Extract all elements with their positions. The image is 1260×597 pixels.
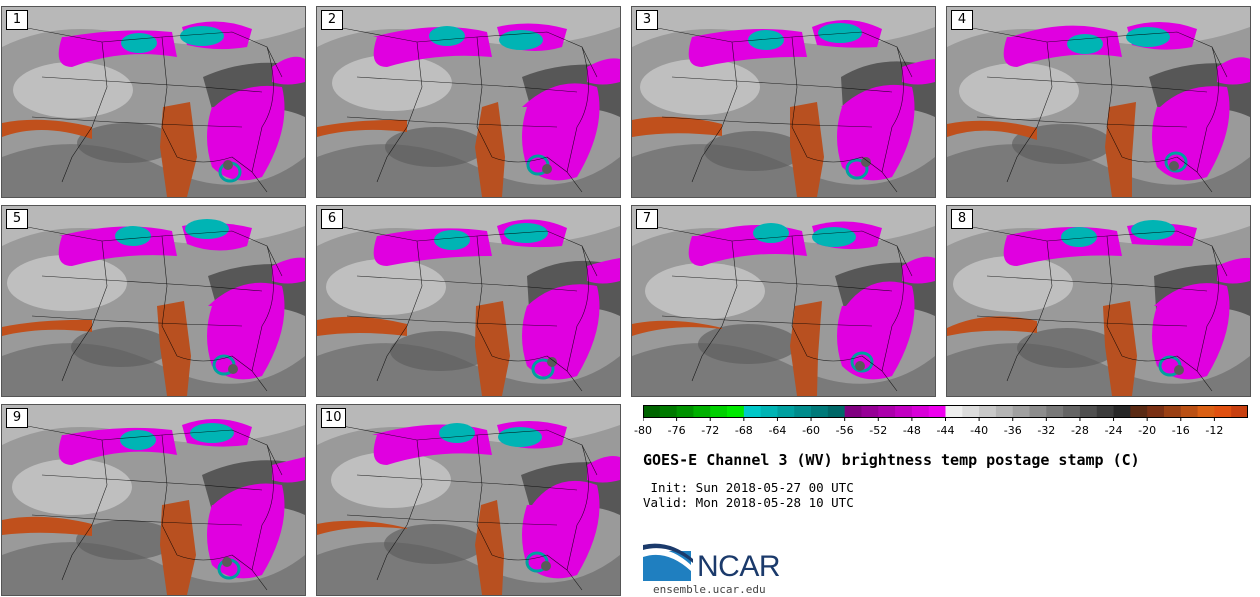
water-vapor-map — [317, 206, 620, 396]
colorbar-segment — [1113, 405, 1131, 418]
colorbar-segment — [1197, 405, 1215, 418]
postage-stamp-panel: 5 — [1, 205, 306, 397]
colorbar-tick-label: -44 — [936, 424, 955, 437]
water-vapor-map — [2, 405, 305, 595]
panel-number: 4 — [951, 10, 973, 30]
colorbar-segment — [861, 405, 879, 418]
colorbar-segment — [1163, 405, 1182, 418]
ncar-logo-icon — [643, 543, 693, 581]
panel-number: 5 — [6, 209, 28, 229]
colorbar-segment — [979, 405, 997, 418]
colorbar-segment — [710, 405, 728, 418]
postage-stamp-panel: 9 — [1, 404, 306, 596]
postage-stamp-panel: 10 — [316, 404, 621, 596]
colorbar-tick-label: -52 — [869, 424, 888, 437]
colorbar-segment — [945, 405, 963, 418]
colorbar-border — [643, 405, 1248, 418]
colorbar-segment — [811, 405, 829, 418]
postage-stamp-panel: 6 — [316, 205, 621, 397]
panel-number: 3 — [636, 10, 658, 30]
colorbar-tick-label: -32 — [1037, 424, 1056, 437]
colorbar-tick-label: -40 — [970, 424, 989, 437]
colorbar-segment — [1231, 405, 1248, 418]
panel-number: 6 — [321, 209, 343, 229]
colorbar-segment — [1079, 405, 1098, 418]
colorbar-segment — [1130, 405, 1148, 418]
colorbar — [643, 405, 1248, 421]
colorbar-segment — [794, 405, 812, 418]
colorbar-segment — [743, 405, 762, 418]
panel-number: 2 — [321, 10, 343, 30]
postage-stamp-panel: 3 — [631, 6, 936, 198]
postage-stamp-panel: 2 — [316, 6, 621, 198]
colorbar-tick-label: -20 — [1138, 424, 1157, 437]
water-vapor-map — [947, 206, 1250, 396]
colorbar-tick-label: -48 — [902, 424, 921, 437]
colorbar-segment — [844, 405, 862, 418]
colorbar-segment — [727, 405, 745, 418]
postage-stamp-panel: 8 — [946, 205, 1251, 397]
colorbar-segment — [1063, 405, 1081, 418]
panel-number: 9 — [6, 408, 28, 428]
colorbar-segment — [643, 405, 661, 418]
colorbar-tick-label: -60 — [802, 424, 821, 437]
colorbar-segment — [911, 405, 930, 418]
colorbar-segment — [827, 405, 846, 418]
colorbar-tick-label: -56 — [835, 424, 854, 437]
colorbar-tick-label: -28 — [1070, 424, 1089, 437]
colorbar-segment — [995, 405, 1014, 418]
colorbar-tick-label: -80 — [634, 424, 652, 437]
init-time: Init: Sun 2018-05-27 00 UTC — [643, 480, 854, 495]
colorbar-segment — [659, 405, 678, 418]
colorbar-segment — [1096, 405, 1115, 418]
colorbar-segment — [1147, 405, 1165, 418]
colorbar-segment — [1012, 405, 1031, 418]
water-vapor-map — [632, 7, 935, 197]
colorbar-segment — [777, 405, 795, 418]
colorbar-segment — [1180, 405, 1199, 418]
colorbar-tick-label: -68 — [734, 424, 753, 437]
colorbar-segment — [1029, 405, 1047, 418]
water-vapor-map — [947, 7, 1250, 197]
colorbar-segment — [1214, 405, 1232, 418]
water-vapor-map — [317, 405, 620, 595]
valid-time: Valid: Mon 2018-05-28 10 UTC — [643, 495, 854, 510]
postage-stamp-panel: 1 — [1, 6, 306, 198]
panel-number: 1 — [6, 10, 28, 30]
site-url: ensemble.ucar.edu — [653, 583, 766, 596]
colorbar-segment — [676, 405, 694, 418]
colorbar-segment — [878, 405, 896, 418]
colorbar-segment — [895, 405, 913, 418]
colorbar-segment — [760, 405, 778, 418]
colorbar-segment — [693, 405, 711, 418]
panel-number: 7 — [636, 209, 658, 229]
colorbar-segment — [1046, 405, 1064, 418]
colorbar-tick-label: -12 — [1205, 424, 1224, 437]
panel-number: 8 — [951, 209, 973, 229]
panel-number: 10 — [321, 408, 346, 428]
colorbar-tick-label: -72 — [701, 424, 720, 437]
colorbar-segment — [962, 405, 980, 418]
figure-title: GOES-E Channel 3 (WV) brightness temp po… — [643, 451, 1140, 469]
water-vapor-map — [317, 7, 620, 197]
water-vapor-map — [2, 7, 305, 197]
water-vapor-map — [632, 206, 935, 396]
colorbar-tick-label: -76 — [667, 424, 686, 437]
water-vapor-map — [2, 206, 305, 396]
colorbar-segment — [928, 405, 946, 418]
colorbar-tick-label: -24 — [1104, 424, 1123, 437]
colorbar-tick-label: -64 — [768, 424, 787, 437]
colorbar-tick-label: -16 — [1171, 424, 1190, 437]
colorbar-tick-label: -36 — [1003, 424, 1022, 437]
postage-stamp-panel: 7 — [631, 205, 936, 397]
postage-stamp-panel: 4 — [946, 6, 1251, 198]
ncar-logo-text: NCAR — [697, 550, 781, 583]
